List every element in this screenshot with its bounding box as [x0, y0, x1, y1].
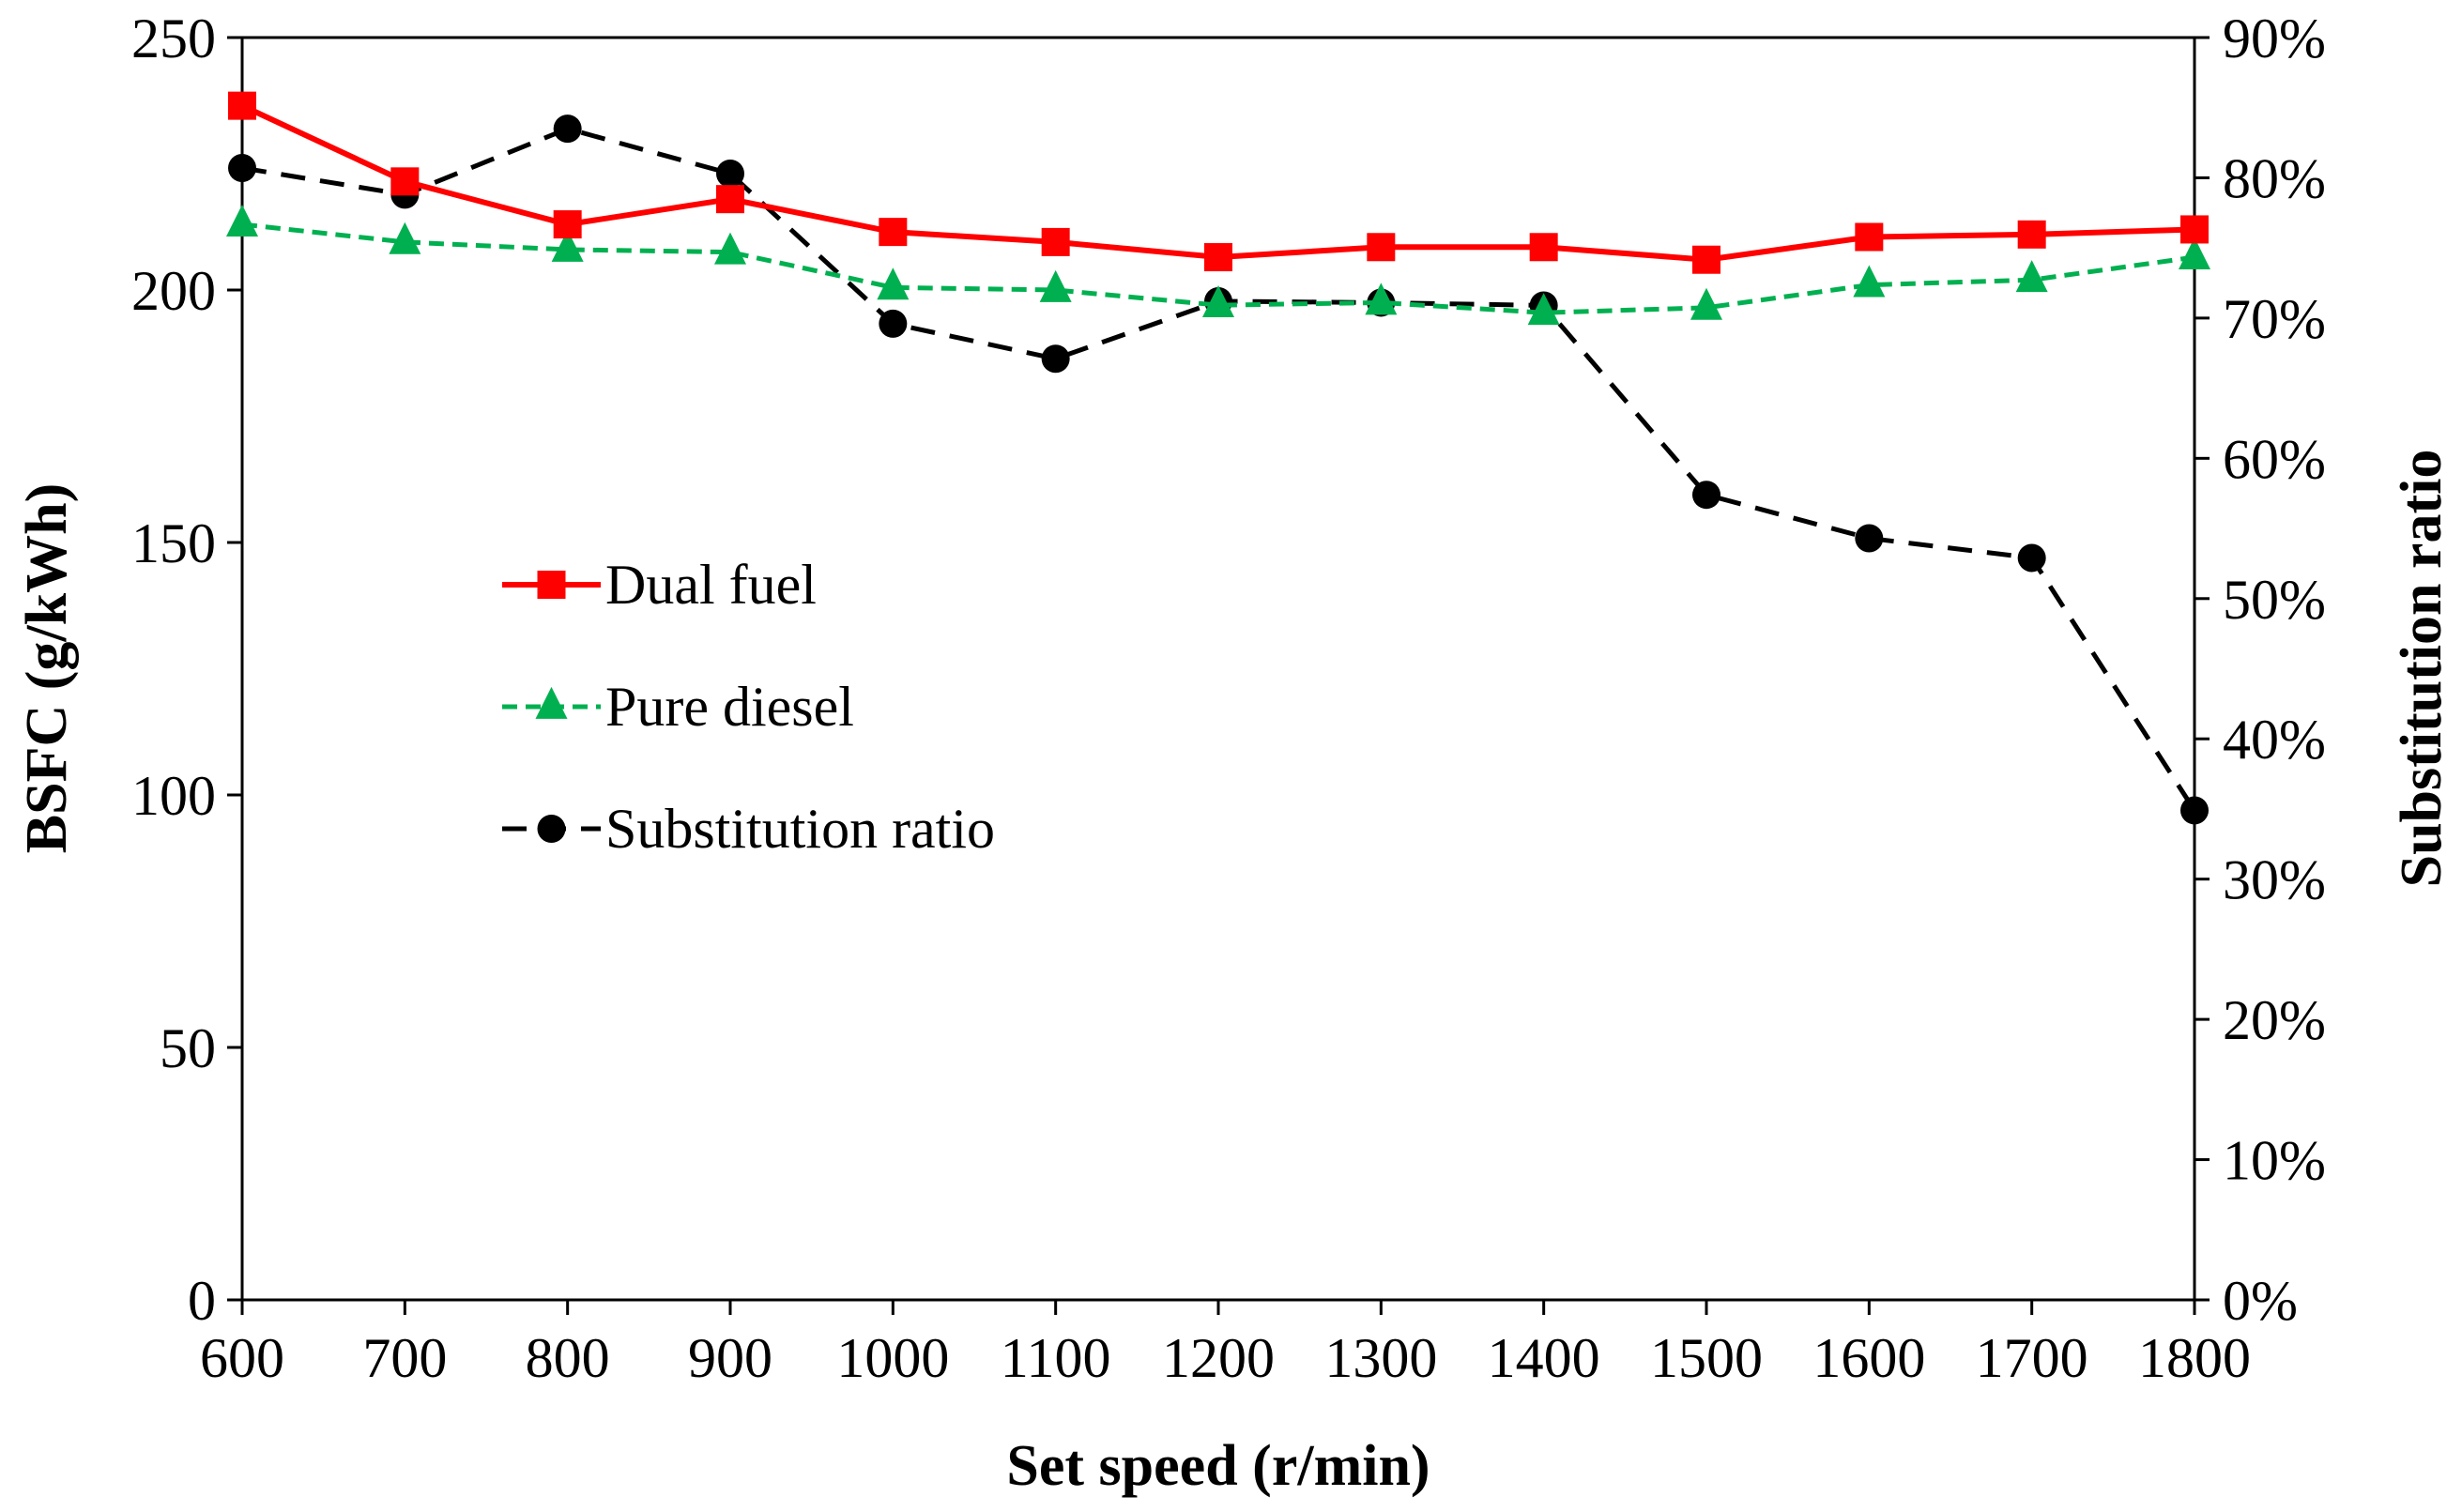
substitution-ratio-point — [1855, 524, 1884, 553]
pure-diesel-point — [226, 204, 258, 237]
substitution-ratio-point — [553, 115, 582, 144]
substitution-ratio-point — [2180, 796, 2209, 825]
dual-fuel-point — [553, 210, 582, 239]
y2-tick-label: 70% — [2223, 288, 2326, 350]
substitution-ratio-point — [228, 153, 256, 182]
legend-swatch-marker — [535, 686, 568, 719]
x-tick-label: 1500 — [1650, 1327, 1763, 1389]
x-tick-label: 1000 — [836, 1327, 949, 1389]
pure-diesel-point — [1690, 287, 1722, 320]
y-tick-label: 0 — [188, 1270, 216, 1332]
pure-diesel-point — [1853, 265, 1886, 298]
pure-diesel-point — [714, 232, 746, 265]
x-tick-label: 800 — [526, 1327, 610, 1389]
dual-fuel-point — [1692, 245, 1720, 274]
y2-tick-label: 0% — [2223, 1270, 2298, 1332]
dual-fuel-point — [228, 91, 256, 120]
dual-fuel-point — [716, 185, 744, 214]
y2-tick-label: 10% — [2223, 1130, 2326, 1192]
x-tick-label: 1600 — [1812, 1327, 1925, 1389]
y2-tick-label: 20% — [2223, 989, 2326, 1051]
y2-axis-title: Substitution ratio — [2390, 450, 2454, 888]
substitution-ratio-point — [2017, 543, 2046, 573]
substitution-ratio-point — [1692, 481, 1720, 510]
y-tick-label: 150 — [131, 512, 216, 574]
dual-fuel-point — [1855, 222, 1884, 252]
y-tick-label: 50 — [160, 1017, 216, 1079]
dual-fuel-point — [390, 167, 420, 196]
y2-tick-label: 80% — [2223, 147, 2326, 209]
pure-diesel-point — [389, 221, 421, 254]
x-tick-label: 900 — [688, 1327, 772, 1389]
series-layer — [226, 91, 2210, 825]
x-tick-label: 1300 — [1324, 1327, 1437, 1389]
axis-ticks: 600 700 800 900 1000 1100 1200 1300 1400 1500 1600… — [131, 8, 2326, 1389]
dual-fuel-point — [2017, 220, 2046, 249]
legend-swatch-marker — [537, 571, 566, 599]
plot-frame — [240, 36, 2196, 1302]
legend-item-dual-fuel: Dual fuel — [502, 554, 817, 616]
legend: Dual fuel Pure diesel Substitution ratio — [502, 554, 995, 860]
y2-tick-label: 90% — [2223, 8, 2326, 69]
pure-diesel-point — [2015, 260, 2048, 293]
dual-fuel-point — [879, 218, 908, 247]
series-substitution-ratio — [228, 115, 2209, 825]
substitution-ratio-point — [1041, 344, 1070, 374]
x-tick-label: 1200 — [1162, 1327, 1275, 1389]
pure-diesel-point — [1527, 293, 1560, 326]
pure-diesel-point — [551, 229, 584, 262]
legend-item-substitution-ratio: Substitution ratio — [502, 798, 995, 860]
substitution-ratio-point — [716, 159, 744, 188]
y-axis-title: BSFC (g/kWh) — [15, 483, 79, 853]
pure-diesel-point — [1365, 283, 1398, 315]
legend-label: Pure diesel — [605, 676, 854, 738]
y2-tick-label: 60% — [2223, 428, 2326, 490]
y2-tick-label: 50% — [2223, 569, 2326, 631]
dual-fuel-point — [1041, 227, 1070, 256]
dual-fuel-point — [2180, 215, 2209, 244]
series-pure-diesel — [226, 204, 2210, 326]
pure-diesel-point — [2179, 237, 2210, 269]
x-tick-label: 700 — [362, 1327, 447, 1389]
y-tick-label: 100 — [131, 765, 216, 827]
y2-tick-label: 30% — [2223, 849, 2326, 911]
legend-label: Substitution ratio — [605, 798, 995, 860]
dual-fuel-point — [1204, 243, 1232, 272]
pure-diesel-point — [1202, 285, 1234, 318]
series-dual-fuel — [228, 91, 2209, 274]
legend-label: Dual fuel — [605, 554, 817, 616]
x-tick-label: 1800 — [2138, 1327, 2251, 1389]
y-tick-label: 200 — [131, 260, 216, 322]
substitution-ratio-point — [879, 309, 908, 338]
dual-fuel-line — [240, 102, 2195, 263]
y2-tick-label: 40% — [2223, 709, 2326, 771]
x-tick-label: 1100 — [1001, 1327, 1111, 1389]
legend-item-pure-diesel: Pure diesel — [502, 676, 854, 738]
dual-fuel-point — [1529, 233, 1558, 262]
x-tick-label: 600 — [200, 1327, 284, 1389]
y-tick-label: 250 — [131, 8, 216, 69]
pure-diesel-point — [1039, 269, 1072, 302]
legend-swatch-marker — [537, 815, 566, 843]
x-tick-label: 1400 — [1488, 1327, 1600, 1389]
dual-fuel-point — [1367, 233, 1396, 262]
x-tick-label: 1700 — [1976, 1327, 2088, 1389]
pure-diesel-point — [877, 267, 910, 300]
x-axis-title: Set speed (r/min) — [1006, 1434, 1430, 1498]
